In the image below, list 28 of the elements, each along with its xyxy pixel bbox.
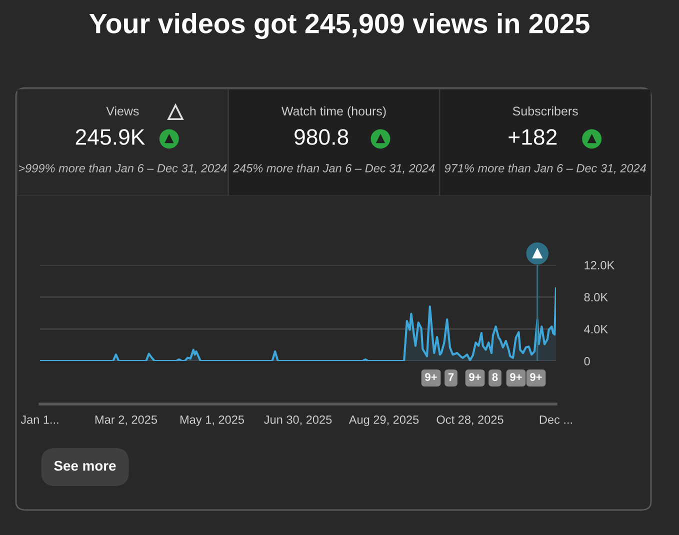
text: Views [106,106,139,116]
y-tick-label: 4.0K [584,325,608,334]
text: 245% more than Jan 6 – Dec 31, 2024 [232,164,435,174]
text: 9+ [510,373,522,381]
x-tick-label: Oct 28, 2025 [436,415,504,426]
text: Your videos got 245,909 views in 2025 [89,12,590,40]
text: +182 [508,129,557,145]
y-tick-label: 0 [584,357,590,366]
text: 971% more than Jan 6 – Dec 31, 2024 [444,164,646,174]
text: >999% more than Jan 6 – Dec 31, 2024 [18,164,227,174]
text: 980.8 [294,129,348,145]
x-tick-label: Jun 30, 2025 [264,415,332,426]
text: 7 [448,373,454,381]
x-tick-label: Mar 2, 2025 [95,415,158,426]
x-tick-label: Aug 29, 2025 [348,415,419,426]
text: 9+ [425,373,437,381]
text: 245.9K [76,129,145,145]
y-tick-label: 12.0K [584,261,614,270]
x-tick-label: Dec ... [540,416,572,424]
text: 9+ [530,373,542,381]
x-tick-label: May 1, 2025 [180,415,244,426]
text: 8 [492,373,498,381]
x-tick-label: Jan 1... [20,416,58,424]
text: 9+ [469,373,481,381]
text: Watch time (hours) [282,106,386,118]
text: Subscribers [512,106,578,116]
text: See more [54,460,116,471]
y-tick-label: 8.0K [584,293,608,302]
